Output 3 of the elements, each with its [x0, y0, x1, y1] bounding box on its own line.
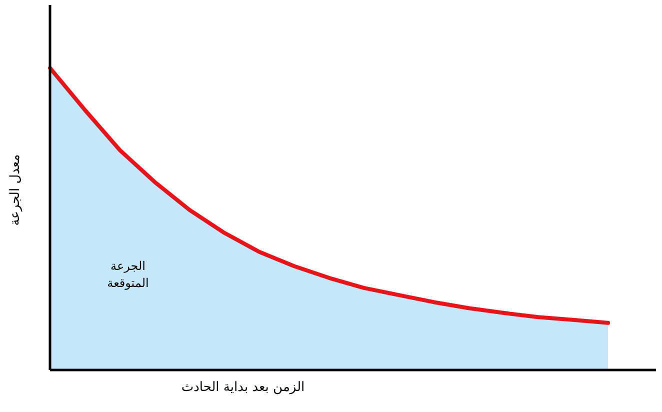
x-axis-title: الزمن بعد بداية الحادث	[181, 380, 305, 395]
y-axis-title: معدل الجرعة	[8, 154, 23, 226]
annotation: الجرعة المتوقعة	[106, 258, 150, 292]
